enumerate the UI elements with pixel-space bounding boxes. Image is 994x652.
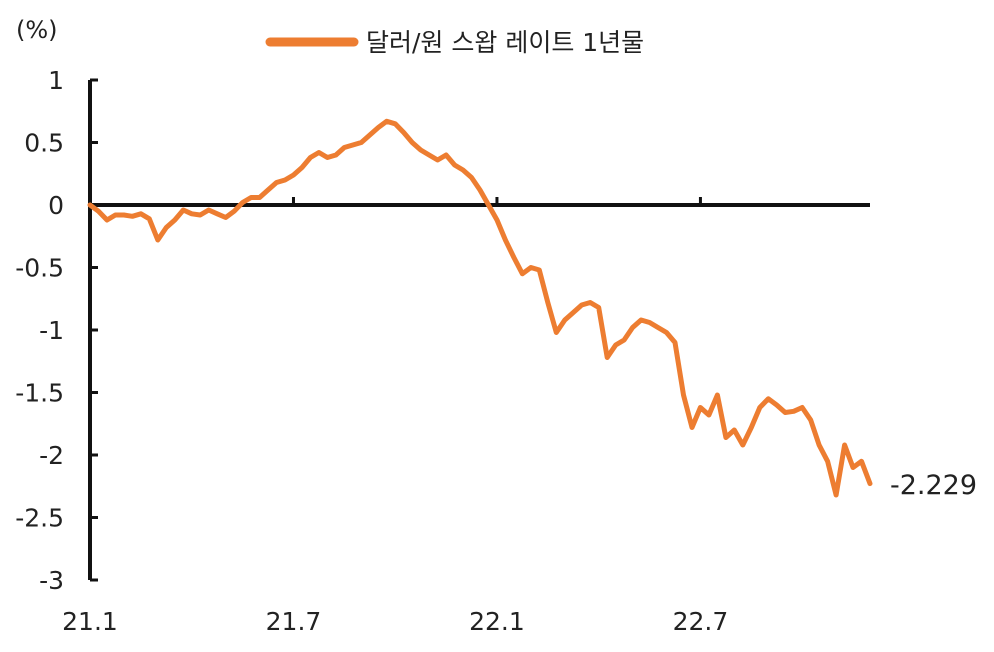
x-axis-ticks: 21.1 21.7 22.1 22.7	[62, 197, 728, 636]
legend: 달러/원 스왑 레이트 1년물	[265, 28, 644, 57]
series-line	[87, 118, 873, 498]
y-axis-unit: (%)	[16, 16, 58, 44]
series-layer	[87, 118, 873, 498]
y-tick-label: 1	[48, 66, 64, 95]
legend-label: 달러/원 스왑 레이트 1년물	[366, 28, 644, 57]
axes	[88, 80, 870, 580]
x-tick-label: 22.7	[673, 607, 729, 636]
y-tick-label: -2.5	[15, 504, 64, 533]
y-tick-label: 0.5	[24, 129, 64, 158]
y-tick-label: -1	[39, 316, 64, 345]
y-axis-ticks: 1 0.5 0 -0.5 -1 -1.5 -2 -2.5 -3	[15, 66, 98, 595]
y-tick-label: -3	[39, 566, 64, 595]
x-tick-label: 21.7	[266, 607, 322, 636]
x-tick-label: 21.1	[62, 607, 118, 636]
x-tick-label: 22.1	[469, 607, 525, 636]
y-tick-label: -1.5	[15, 379, 64, 408]
y-tick-label: -2	[39, 441, 64, 470]
y-tick-label: -0.5	[15, 254, 64, 283]
y-tick-label: 0	[48, 191, 64, 220]
end-value-label: -2.229	[890, 470, 977, 501]
